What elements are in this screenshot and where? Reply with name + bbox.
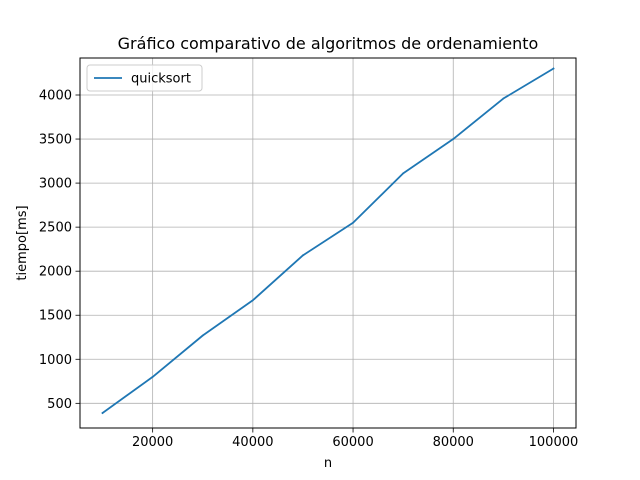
y-axis-title: tiempo[ms] xyxy=(15,205,30,280)
legend-label-quicksort: quicksort xyxy=(131,72,191,87)
series-line-quicksort xyxy=(101,67,555,415)
axis-ticks: 20000 40000 60000 80000 100000 500 1000 1500 200… xyxy=(39,89,578,451)
data-point xyxy=(101,412,104,414)
data-point xyxy=(151,376,154,378)
y-tick-label: 1500 xyxy=(39,309,72,324)
y-tick-label: 500 xyxy=(47,397,72,412)
legend: quicksort xyxy=(86,64,203,92)
data-point xyxy=(352,221,354,224)
y-tick-label: 1000 xyxy=(39,353,72,368)
y-tick-label: 2500 xyxy=(39,221,72,236)
series-layer xyxy=(101,67,555,415)
data-point xyxy=(402,172,405,175)
x-tick-label: 40000 xyxy=(232,435,273,450)
x-tick-label: 20000 xyxy=(132,435,173,450)
grid xyxy=(80,58,576,428)
y-tick-label: 2000 xyxy=(39,265,72,280)
data-point xyxy=(201,334,204,337)
data-point xyxy=(552,67,555,70)
y-tick-label: 3500 xyxy=(39,133,72,148)
y-tick-label: 3000 xyxy=(39,177,72,192)
legend-box xyxy=(86,64,203,92)
x-tick-label: 60000 xyxy=(332,435,373,450)
x-axis-title: n xyxy=(324,456,332,471)
x-tick-label: 100000 xyxy=(529,435,579,450)
data-point xyxy=(452,138,455,140)
data-point xyxy=(502,97,505,100)
plot-frame xyxy=(79,57,577,429)
data-point xyxy=(302,254,304,257)
chart-title: Gráfico comparativo de algoritmos de ord… xyxy=(118,34,539,53)
data-point xyxy=(251,299,254,302)
x-tick-label: 80000 xyxy=(433,435,474,450)
y-tick-label: 4000 xyxy=(39,89,72,104)
